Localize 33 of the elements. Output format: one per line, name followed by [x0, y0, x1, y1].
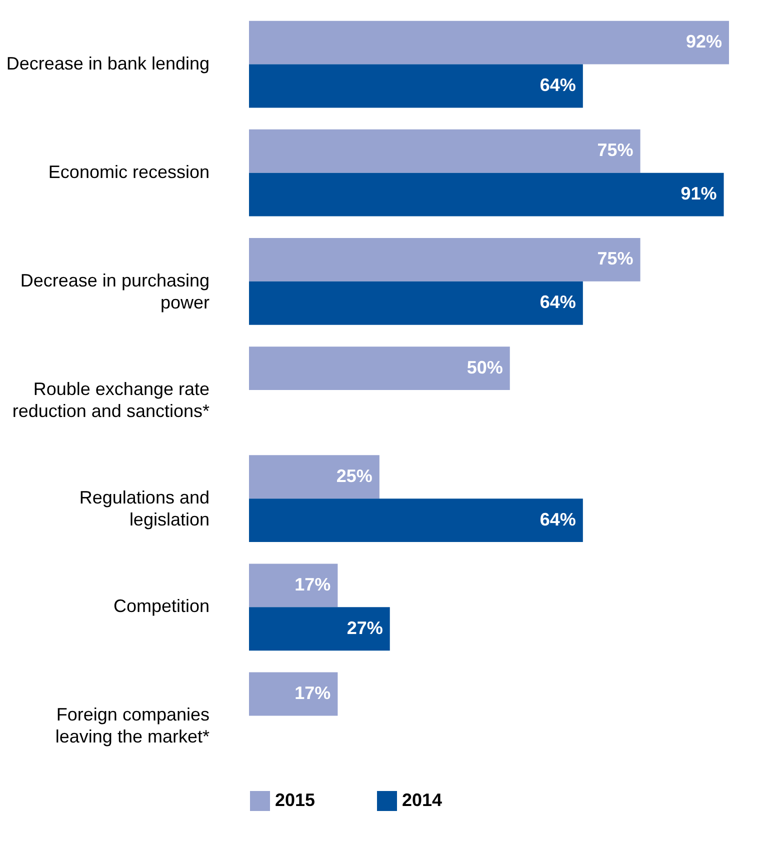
data-label: 25%	[336, 466, 372, 486]
data-label: 91%	[680, 184, 717, 204]
data-label: 64%	[540, 509, 576, 530]
y-tick-label: Decrease in bank lending	[6, 53, 210, 74]
legend-label: 2014	[402, 790, 442, 810]
legend-label: 2015	[275, 790, 316, 810]
data-label: 17%	[294, 574, 331, 594]
y-tick-label: Rouble exchange rate reduction and sanctions*	[12, 379, 210, 421]
y-tick-label: Competition	[113, 596, 210, 616]
data-label: 64%	[540, 292, 576, 312]
data-label: 17%	[294, 683, 331, 703]
bar	[249, 455, 380, 499]
bar	[249, 64, 583, 108]
y-tick-label: Regulations and legislation	[79, 488, 210, 530]
bar	[249, 498, 583, 542]
data-label: 27%	[346, 618, 383, 638]
bar	[249, 238, 640, 282]
bar	[249, 129, 640, 173]
y-tick-label: Decrease in purchasing power	[20, 270, 210, 312]
bar	[249, 564, 338, 608]
data-label: 75%	[597, 140, 634, 160]
bar	[249, 281, 583, 325]
data-label: 92%	[686, 32, 722, 52]
data-label: 50%	[466, 357, 503, 378]
data-label: 75%	[597, 248, 634, 269]
bar	[249, 346, 510, 390]
bar	[249, 20, 729, 64]
bar	[249, 172, 724, 216]
y-tick-label: Foreign companies leaving the market*	[55, 704, 210, 747]
bar	[249, 672, 338, 716]
data-label: 64%	[540, 75, 576, 95]
bar	[249, 607, 390, 651]
y-tick-label: Economic recession	[48, 162, 210, 182]
